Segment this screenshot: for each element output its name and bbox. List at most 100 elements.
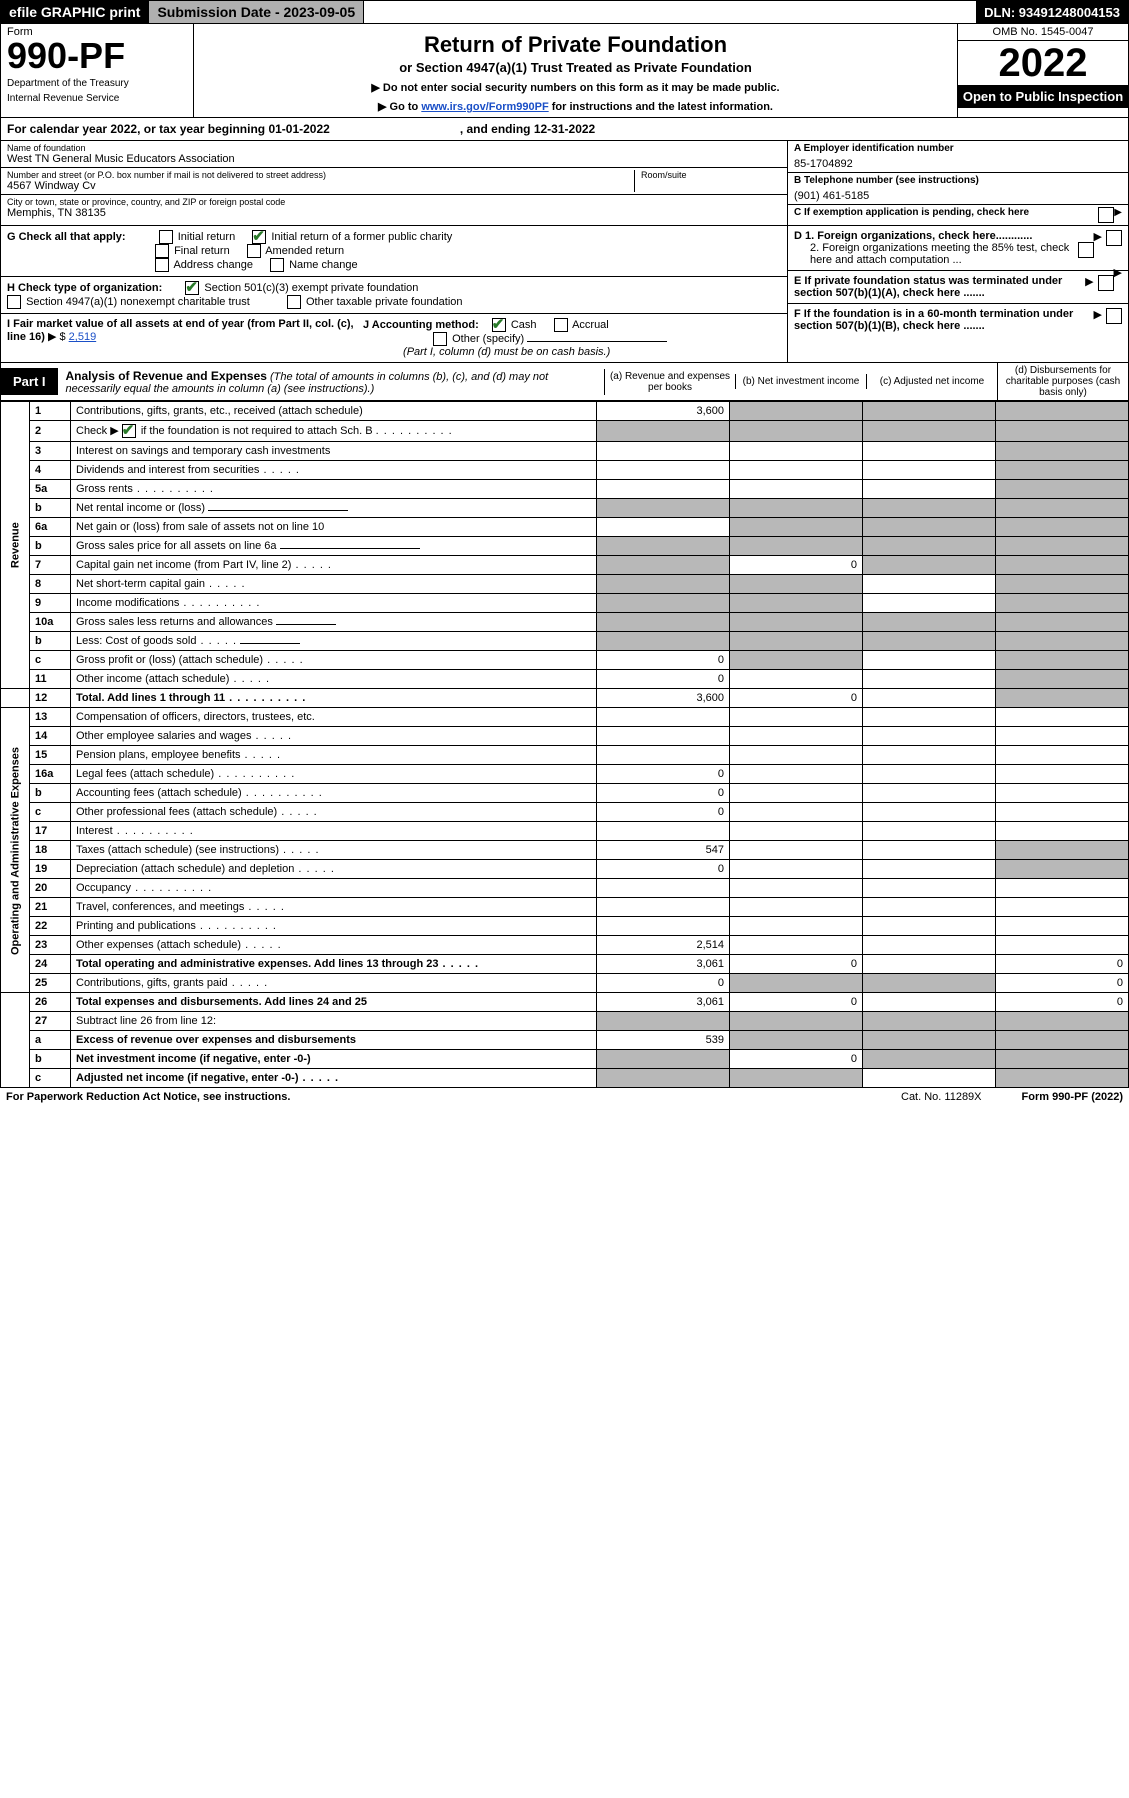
- goto-post: for instructions and the latest informat…: [549, 101, 773, 113]
- cb-501c3[interactable]: [185, 281, 199, 295]
- check-block: G Check all that apply: Initial return I…: [0, 226, 1129, 363]
- l27a-desc: Excess of revenue over expenses and disb…: [71, 1031, 597, 1050]
- dept-treasury: Department of the Treasury: [7, 78, 187, 89]
- entity-info: Name of foundation West TN General Music…: [0, 141, 1129, 226]
- l24-b: 0: [730, 955, 863, 974]
- cb-accrual[interactable]: [554, 318, 568, 332]
- form-subtitle: or Section 4947(a)(1) Trust Treated as P…: [204, 60, 947, 75]
- cb-cash[interactable]: [492, 318, 506, 332]
- name-label: Name of foundation: [7, 143, 781, 153]
- l6a-desc: Net gain or (loss) from sale of assets n…: [71, 518, 597, 537]
- l27b-desc: Net investment income (if negative, ente…: [71, 1050, 597, 1069]
- l2-desc: Check ▶ if the foundation is not require…: [71, 421, 597, 442]
- c-label: C If exemption application is pending, c…: [794, 207, 1029, 218]
- d1-checkbox[interactable]: [1106, 230, 1122, 246]
- city-state-zip: Memphis, TN 38135: [7, 207, 781, 219]
- cb-initial-former[interactable]: [252, 230, 266, 244]
- l10c-a: 0: [597, 651, 730, 670]
- h-501c3: Section 501(c)(3) exempt private foundat…: [204, 282, 418, 294]
- page-footer: For Paperwork Reduction Act Notice, see …: [0, 1088, 1129, 1106]
- ij-row: I Fair market value of all assets at end…: [1, 314, 787, 362]
- cb-other-taxable[interactable]: [287, 295, 301, 309]
- open-to-public: Open to Public Inspection: [958, 85, 1128, 108]
- tax-year-end: , and ending 12-31-2022: [460, 122, 595, 136]
- form-number: 990-PF: [7, 38, 187, 74]
- j-label: J Accounting method:: [363, 319, 479, 331]
- part1-title: Analysis of Revenue and Expenses: [66, 369, 267, 383]
- l9-desc: Income modifications: [71, 594, 597, 613]
- l7-b: 0: [730, 556, 863, 575]
- l19-a: 0: [597, 860, 730, 879]
- f-checkbox[interactable]: [1106, 308, 1122, 324]
- form-header: Form 990-PF Department of the Treasury I…: [0, 24, 1129, 118]
- efile-print-label[interactable]: efile GRAPHIC print: [1, 1, 149, 23]
- l24-a: 3,061: [597, 955, 730, 974]
- g-label: G Check all that apply:: [7, 231, 126, 243]
- l2-pre: Check ▶: [76, 425, 119, 437]
- irs-link[interactable]: www.irs.gov/Form990PF: [421, 101, 548, 113]
- cb-amended-return[interactable]: [247, 244, 261, 258]
- l26-desc: Total expenses and disbursements. Add li…: [71, 993, 597, 1012]
- fmv-value[interactable]: 2,519: [69, 331, 97, 343]
- j-accrual: Accrual: [572, 319, 609, 331]
- l16a-desc: Legal fees (attach schedule): [71, 765, 597, 784]
- cb-sch-b[interactable]: [122, 424, 136, 438]
- l27c-desc: Adjusted net income (if negative, enter …: [71, 1069, 597, 1088]
- g-name: Name change: [289, 259, 358, 271]
- cb-final-return[interactable]: [155, 244, 169, 258]
- l25-desc: Contributions, gifts, grants paid: [71, 974, 597, 993]
- l27a-a: 539: [597, 1031, 730, 1050]
- d-row: D 1. Foreign organizations, check here..…: [788, 226, 1128, 271]
- l27-desc: Subtract line 26 from line 12:: [71, 1012, 597, 1031]
- l15-desc: Pension plans, employee benefits: [71, 746, 597, 765]
- l26-b: 0: [730, 993, 863, 1012]
- col-d-head: (d) Disbursements for charitable purpose…: [997, 363, 1128, 400]
- e-checkbox[interactable]: [1098, 275, 1114, 291]
- l1-a: 3,600: [597, 402, 730, 421]
- col-c-head: (c) Adjusted net income: [866, 374, 997, 389]
- l7-desc: Capital gain net income (from Part IV, l…: [71, 556, 597, 575]
- j-cash: Cash: [511, 319, 537, 331]
- omb-number: OMB No. 1545-0047: [958, 24, 1128, 41]
- l12-a: 3,600: [597, 689, 730, 708]
- l16b-desc: Accounting fees (attach schedule): [71, 784, 597, 803]
- cat-no: Cat. No. 11289X: [901, 1091, 982, 1103]
- g-address: Address change: [173, 259, 253, 271]
- pra-notice: For Paperwork Reduction Act Notice, see …: [6, 1091, 290, 1103]
- c-checkbox[interactable]: [1098, 207, 1114, 223]
- l14-desc: Other employee salaries and wages: [71, 727, 597, 746]
- l12-desc: Total. Add lines 1 through 11: [71, 689, 597, 708]
- part1-desc: Analysis of Revenue and Expenses (The to…: [58, 365, 604, 399]
- l20-desc: Occupancy: [71, 879, 597, 898]
- e-label: E If private foundation status was termi…: [794, 275, 1074, 299]
- tax-year-begin: For calendar year 2022, or tax year begi…: [7, 122, 330, 136]
- l3-desc: Interest on savings and temporary cash i…: [71, 442, 597, 461]
- irs-label: Internal Revenue Service: [7, 93, 187, 104]
- part1-table: Revenue 1 Contributions, gifts, grants, …: [0, 401, 1129, 1088]
- topbar: efile GRAPHIC print Submission Date - 20…: [0, 0, 1129, 24]
- l16c-desc: Other professional fees (attach schedule…: [71, 803, 597, 822]
- col-b-head: (b) Net investment income: [735, 374, 866, 389]
- cb-initial-return[interactable]: [159, 230, 173, 244]
- l23-desc: Other expenses (attach schedule): [71, 936, 597, 955]
- l18-a: 547: [597, 841, 730, 860]
- revenue-section-label: Revenue: [1, 402, 30, 689]
- street-address: 4567 Windway Cv: [7, 180, 634, 192]
- cb-address-change[interactable]: [155, 258, 169, 272]
- addr-label: Number and street (or P.O. box number if…: [7, 170, 634, 180]
- l26-d: 0: [996, 993, 1129, 1012]
- l23-a: 2,514: [597, 936, 730, 955]
- cb-name-change[interactable]: [270, 258, 284, 272]
- ein-label: A Employer identification number: [794, 143, 1122, 154]
- tax-year: 2022: [958, 41, 1128, 85]
- l16b-a: 0: [597, 784, 730, 803]
- g-row: G Check all that apply: Initial return I…: [1, 226, 787, 277]
- cb-4947[interactable]: [7, 295, 21, 309]
- d2-checkbox[interactable]: [1078, 242, 1094, 258]
- l4-desc: Dividends and interest from securities: [71, 461, 597, 480]
- l16c-a: 0: [597, 803, 730, 822]
- j-note: (Part I, column (d) must be on cash basi…: [403, 346, 610, 358]
- cb-other-method[interactable]: [433, 332, 447, 346]
- l22-desc: Printing and publications: [71, 917, 597, 936]
- l6b-desc: Gross sales price for all assets on line…: [71, 537, 597, 556]
